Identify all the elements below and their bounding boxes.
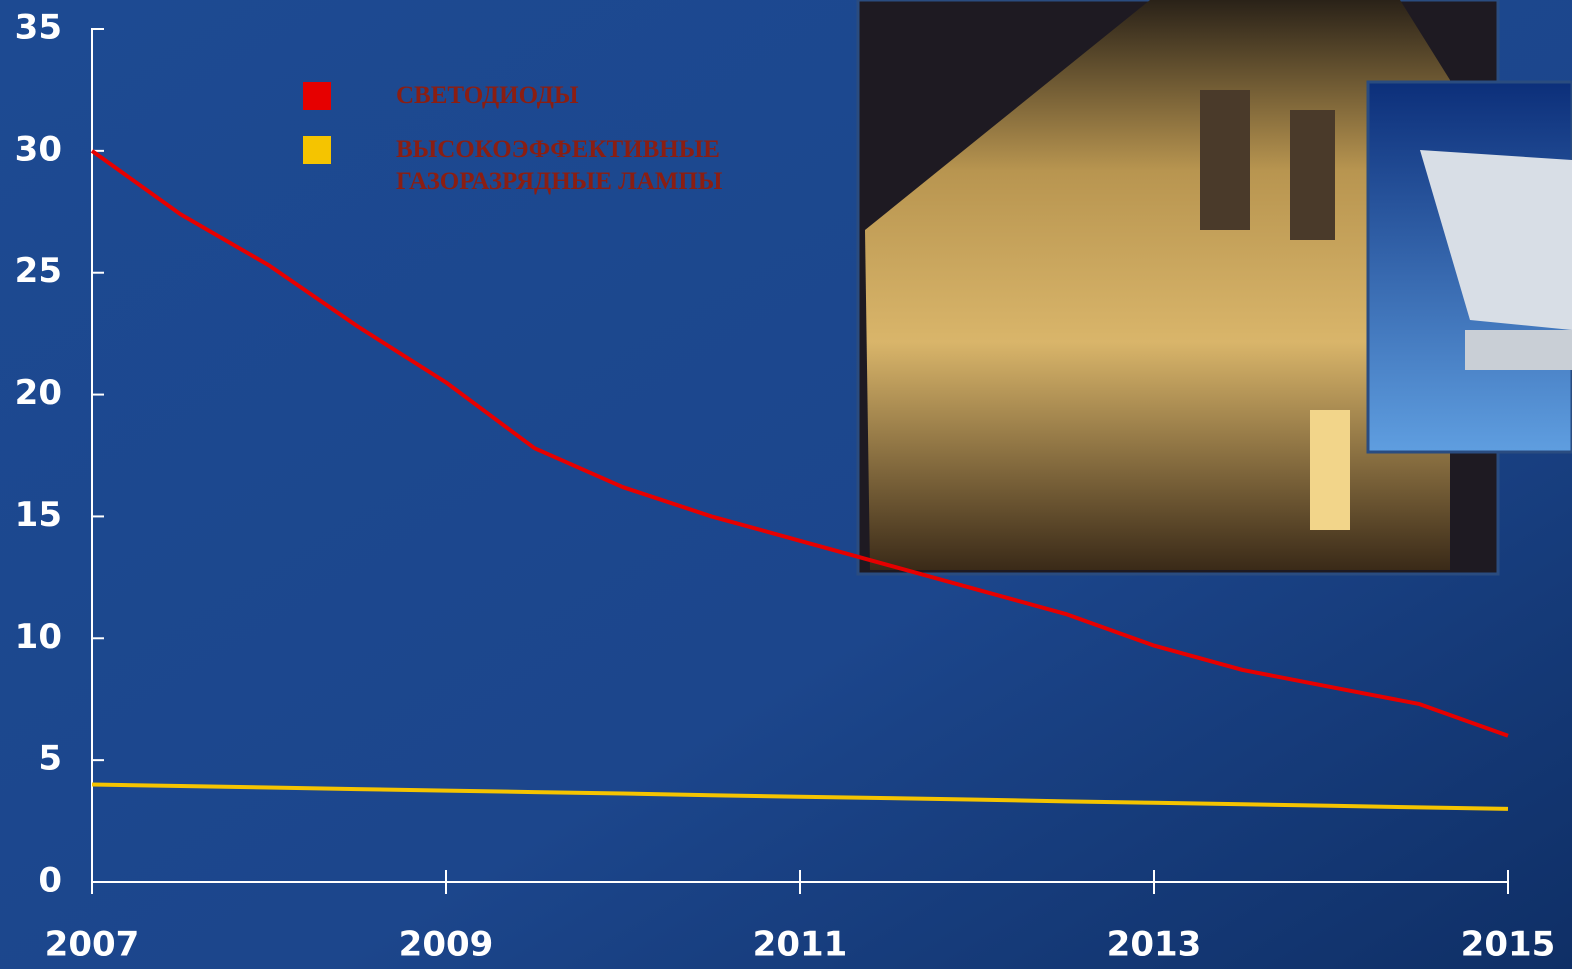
chart: 0 5 10 15 20 25 30 35 2007 2009 2011 2013 2015 (0, 0, 1572, 969)
y-tick-label: 25 (15, 251, 62, 291)
x-tick-label: 2013 (1107, 925, 1202, 965)
product-photo (1368, 82, 1572, 452)
y-tick-label: 30 (15, 129, 62, 169)
x-tick-label: 2015 (1461, 925, 1556, 965)
x-tick-label: 2011 (753, 925, 848, 965)
y-tick-label: 35 (15, 8, 62, 48)
y-tick-label: 0 (38, 861, 62, 901)
y-tick-label: 5 (38, 739, 62, 779)
page: {"chart_data": {"type": "line", "x": [20… (0, 0, 1572, 969)
y-tick-label: 10 (15, 617, 62, 657)
y-tick-label: 20 (15, 373, 62, 413)
legend-swatch (303, 82, 331, 110)
x-tick-label: 2009 (399, 925, 494, 965)
x-tick-label: 2007 (45, 925, 140, 965)
legend-swatch (303, 136, 331, 164)
legend-label: ВЫСОКОЭФФЕКТИВНЫЕ ГАЗОРАЗРЯДНЫЕ ЛАМПЫ (396, 134, 776, 198)
legend-label: СВЕТОДИОДЫ (396, 80, 776, 112)
y-tick-label: 15 (15, 495, 62, 535)
